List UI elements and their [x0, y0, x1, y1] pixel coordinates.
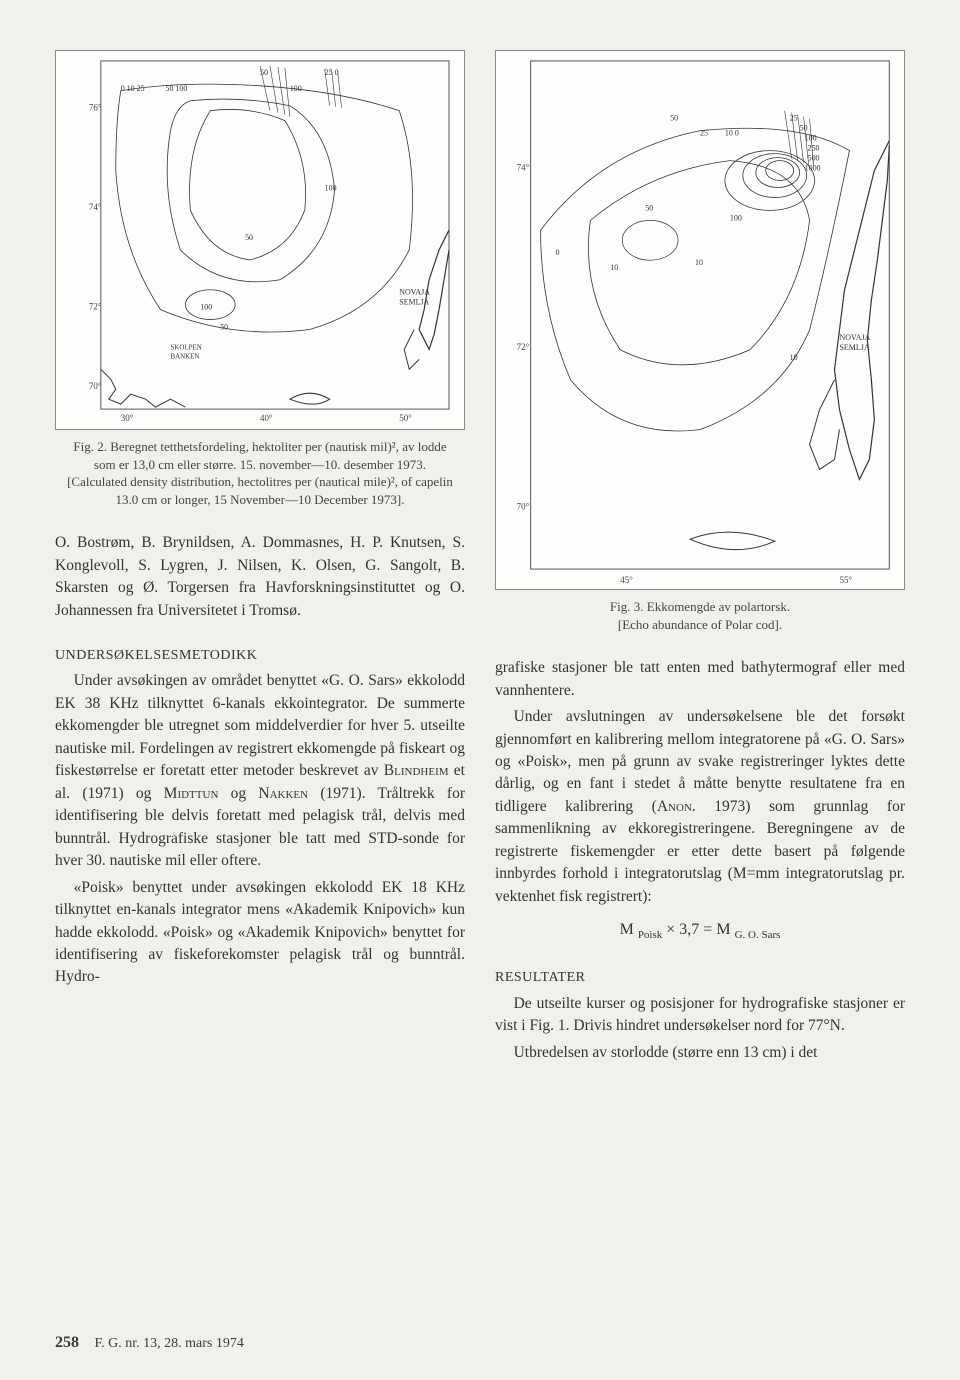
figure-2: 76° 74° 72° 70° 30° 40° 50°: [55, 50, 465, 430]
left-body-text: O. Bostrøm, B. Brynildsen, A. Dommasnes,…: [55, 532, 465, 993]
svg-text:10: 10: [610, 263, 618, 272]
heading-results: RESULTATER: [495, 968, 905, 988]
authors-paragraph: O. Bostrøm, B. Brynildsen, A. Dommasnes,…: [55, 532, 465, 622]
svg-text:0: 0: [556, 248, 560, 257]
svg-text:25: 25: [700, 129, 708, 138]
svg-text:SEMLJA: SEMLJA: [839, 343, 869, 352]
footer-ref: F. G. nr. 13, 28. mars 1974: [95, 1336, 244, 1351]
svg-text:10: 10: [790, 353, 798, 362]
svg-text:50: 50: [670, 114, 678, 123]
svg-text:1000: 1000: [805, 164, 821, 173]
svg-text:100: 100: [730, 213, 742, 222]
svg-text:SEMLJA: SEMLJA: [399, 298, 429, 307]
svg-text:30°: 30°: [121, 413, 134, 423]
para-2: «Poisk» benyttet under avsøkingen ekkolo…: [55, 877, 465, 989]
fig2-caption-en: [Calculated density distribution, hectol…: [67, 474, 453, 507]
svg-text:250: 250: [808, 144, 820, 153]
svg-text:100: 100: [290, 84, 302, 93]
svg-text:70°: 70°: [517, 501, 530, 511]
para-5: De utseilte kurser og posisjoner for hyd…: [495, 993, 905, 1038]
svg-text:40°: 40°: [260, 413, 273, 423]
figure-3: 74° 72° 70° 45° 55°: [495, 50, 905, 590]
svg-text:NOVAJA: NOVAJA: [399, 288, 430, 297]
para-1: Under avsøkingen av området benyttet «G.…: [55, 670, 465, 872]
svg-text:0 10 25: 0 10 25: [121, 84, 145, 93]
svg-text:74°: 74°: [517, 163, 530, 173]
para-4: Under avslutningen av undersøkelsene ble…: [495, 706, 905, 908]
svg-text:72°: 72°: [517, 342, 530, 352]
svg-text:50°: 50°: [399, 413, 412, 423]
svg-text:100: 100: [200, 303, 212, 312]
svg-text:100: 100: [325, 183, 337, 192]
svg-text:100: 100: [805, 134, 817, 143]
para-6: Utbredelsen av storlodde (større enn 13 …: [495, 1042, 905, 1064]
svg-text:50 100: 50 100: [166, 84, 188, 93]
fig3-caption-no: Fig. 3. Ekkomengde av polartorsk.: [610, 599, 790, 614]
svg-text:50: 50: [245, 233, 253, 242]
right-body-text: grafiske stasjoner ble tatt enten med ba…: [495, 657, 905, 1068]
svg-text:500: 500: [808, 154, 820, 163]
svg-text:74°: 74°: [89, 202, 102, 212]
para-3: grafiske stasjoner ble tatt enten med ba…: [495, 657, 905, 702]
svg-text:55°: 55°: [839, 575, 852, 585]
svg-text:50: 50: [800, 124, 808, 133]
svg-text:BANKEN: BANKEN: [170, 352, 199, 360]
svg-text:50: 50: [260, 68, 268, 77]
fig3-caption-en: [Echo abundance of Polar cod].: [618, 617, 782, 632]
page-footer: 258 F. G. nr. 13, 28. mars 1974: [55, 1334, 244, 1352]
svg-text:10: 10: [695, 258, 703, 267]
svg-text:50: 50: [220, 323, 228, 332]
svg-text:76°: 76°: [89, 103, 102, 113]
svg-text:25 0: 25 0: [325, 68, 339, 77]
svg-text:45°: 45°: [620, 575, 633, 585]
figure-3-caption: Fig. 3. Ekkomengde av polartorsk. [Echo …: [495, 598, 905, 633]
svg-text:50: 50: [645, 203, 653, 212]
svg-text:25: 25: [790, 114, 798, 123]
svg-text:10 0: 10 0: [725, 129, 739, 138]
svg-text:70°: 70°: [89, 381, 102, 391]
fig2-caption-no: Fig. 2. Beregnet tetthetsfordeling, hekt…: [73, 439, 446, 472]
svg-text:72°: 72°: [89, 302, 102, 312]
formula: M Poisk × 3,7 = M G. O. Sars: [495, 918, 905, 944]
page-number: 258: [55, 1334, 79, 1351]
svg-text:SKOLPEN: SKOLPEN: [170, 343, 201, 351]
figure-2-caption: Fig. 2. Beregnet tetthetsfordeling, hekt…: [55, 438, 465, 508]
svg-text:NOVAJA: NOVAJA: [839, 333, 870, 342]
heading-methods: UNDERSØKELSESMETODIKK: [55, 646, 465, 666]
